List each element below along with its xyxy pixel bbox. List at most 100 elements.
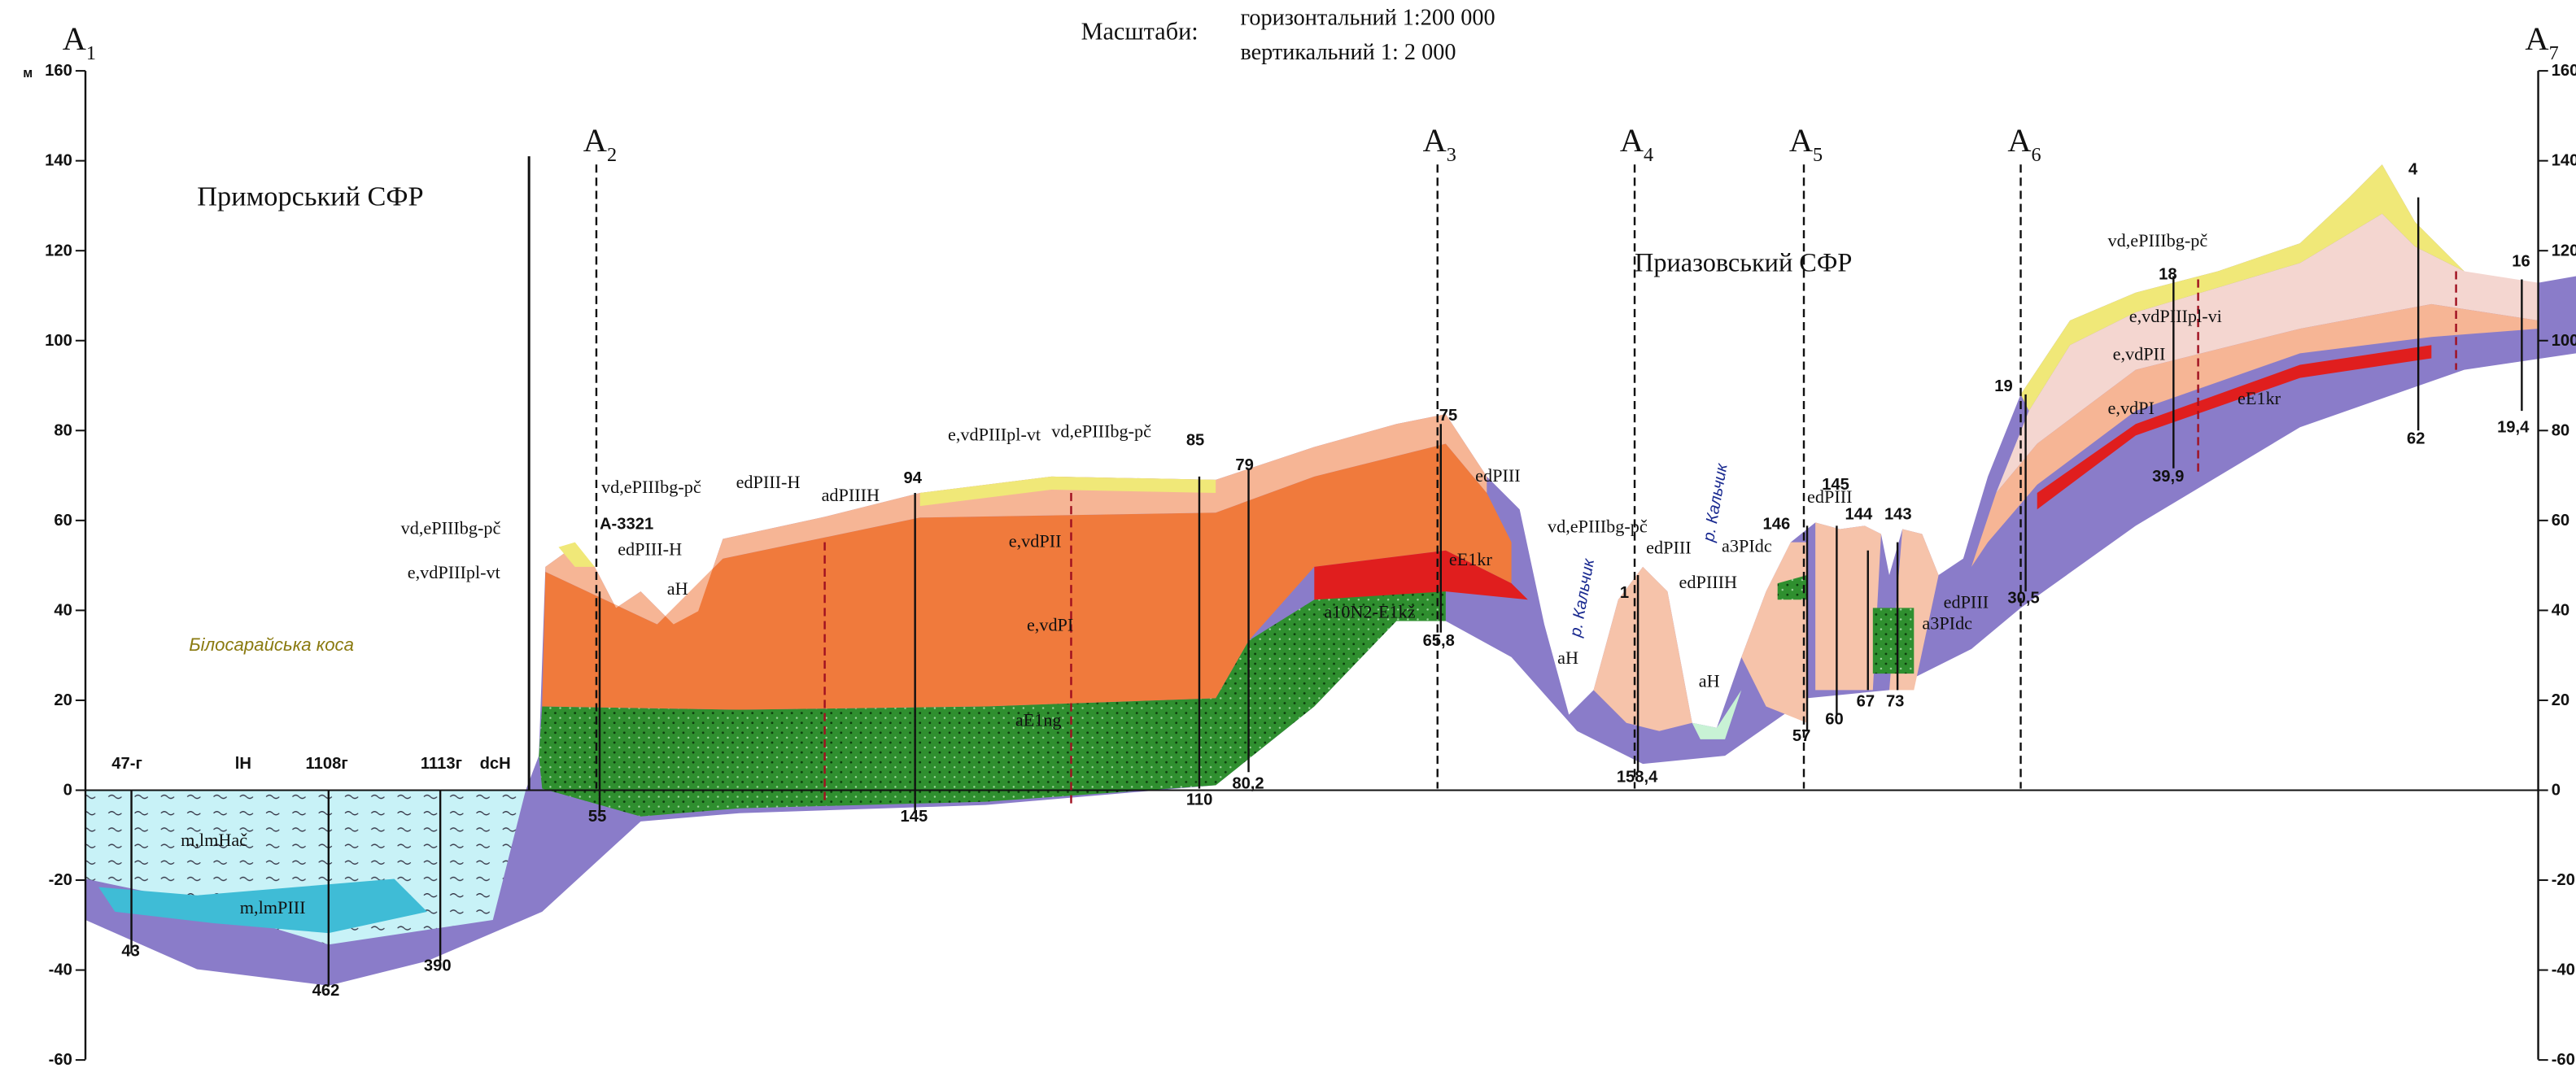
y-tick-label: 120 (2552, 242, 2576, 259)
unit-label: e,vdPIIIpl-vt (948, 424, 1041, 444)
region-label: Приазовський СФР (1635, 247, 1852, 277)
peach-layer (545, 414, 1487, 625)
loess-cap (558, 542, 595, 567)
borehole-label: 158,4 (1617, 768, 1658, 786)
peach-layer (1971, 303, 2539, 567)
y-tick-label: 100 (45, 332, 72, 350)
red-layer (1314, 550, 1528, 600)
section-point: A4 (1620, 122, 1653, 166)
y-tick-label: -20 (49, 871, 72, 889)
y-tick-label: -20 (2552, 871, 2575, 889)
borehole-label: 30,5 (2007, 589, 2039, 607)
borehole-label: 79 (1235, 456, 1253, 474)
section-index: 1 (86, 42, 96, 64)
borehole-label: 43 (121, 942, 139, 960)
unit-label: vd,ePIIIbg-pč (401, 518, 501, 538)
borehole-label: 144 (1845, 505, 1872, 523)
section-point: A3 (1423, 122, 1456, 166)
green-lens (1777, 574, 1808, 600)
scale-horizontal: горизонтальний 1:200 000 (1240, 6, 1495, 31)
borehole-label: 73 (1886, 693, 1904, 711)
borehole-label: 19 (1994, 377, 2012, 395)
unit-label: adPIIIH (822, 485, 880, 505)
y-tick-label: 0 (2552, 782, 2561, 800)
borehole-label: 19,4 (2497, 418, 2530, 436)
unit-label: a3PIdc (1922, 613, 1972, 634)
valley-fill (1692, 690, 1742, 739)
borehole-label: 94 (904, 469, 923, 487)
section-letter: A (63, 20, 86, 57)
borehole-label: 62 (2407, 429, 2425, 447)
section-point: A5 (1789, 122, 1823, 166)
river-label: р. Кальчик (1700, 461, 1731, 544)
section-point: A6 (2007, 122, 2041, 166)
section-index: 6 (2032, 144, 2041, 166)
peach-hill (1815, 522, 1881, 691)
layers (85, 164, 2576, 986)
unit-label: m,lmHač (181, 830, 247, 850)
y-tick-label: 80 (2552, 421, 2569, 439)
y-tick-label: 140 (2552, 152, 2576, 170)
section-letter: A (1423, 122, 1447, 159)
y-tick-label: 0 (63, 782, 72, 800)
unit-label: aH (1557, 647, 1578, 668)
y-tick-label: 100 (2552, 332, 2576, 350)
region-label: Приморський СФР (197, 181, 423, 212)
green-layer (539, 574, 1446, 817)
unit-label: e,vdPIIIpl-vi (2129, 306, 2222, 326)
y-tick-label: 20 (2552, 691, 2569, 709)
y-tick-label: 60 (2552, 512, 2569, 530)
borehole-label: 18 (2159, 266, 2177, 284)
unit-label: vd,ePIIIbg-pč (601, 477, 701, 497)
unit-label: e,vdPII (2113, 343, 2166, 364)
y-tick-label: 140 (45, 152, 72, 170)
section-point: A7 (2525, 20, 2558, 64)
borehole-label: A-3321 (600, 515, 653, 533)
unit-label: m,lmPIII (240, 897, 306, 918)
borehole-label: dcH (480, 755, 511, 773)
unit-label: e,vdPI (2108, 398, 2155, 418)
y-tick-label: 80 (54, 421, 72, 439)
green-lens (1872, 608, 1915, 674)
borehole-label: 65,8 (1423, 632, 1455, 650)
y-tick-label: -40 (49, 961, 72, 979)
borehole-label: 47-г (111, 755, 142, 773)
unit-label: a10N2-E1kž (1324, 601, 1415, 621)
section-index: 7 (2549, 42, 2559, 64)
section-letter: A (2525, 20, 2548, 57)
borehole-label: 39,9 (2152, 468, 2184, 486)
unit-label: edPIII (1646, 538, 1692, 558)
river-label: р. Кальчик (1566, 556, 1598, 639)
boreholes (130, 197, 2523, 986)
unit-label: edPIII-H (618, 539, 682, 560)
y-tick-label: -60 (2552, 1051, 2575, 1068)
borehole-label: lH (235, 755, 251, 773)
unit-label: eE1kr (1449, 549, 1493, 569)
section-letter: A (1620, 122, 1644, 159)
section-letter: A (1789, 122, 1813, 159)
borehole-label: 80,2 (1232, 774, 1264, 792)
y-tick-label: 160 (2552, 62, 2576, 80)
unit-label: edPIII (1475, 465, 1521, 486)
unit-label: edPIIIH (1679, 572, 1738, 592)
borehole-label: 75 (1439, 407, 1457, 425)
unit-label: e,vdPII (1009, 531, 1062, 551)
y-tick-label: -40 (2552, 961, 2575, 979)
orange-layer (542, 443, 1512, 710)
borehole-label: 85 (1186, 431, 1204, 449)
loess-cap (919, 476, 1216, 507)
y-tick-label: 120 (45, 242, 72, 259)
section-index: 3 (1447, 144, 1456, 166)
unit-label: edPIII-H (736, 472, 801, 492)
axis-unit: м (23, 66, 33, 81)
y-tick-label: 40 (54, 601, 72, 619)
borehole-label: 110 (1186, 791, 1213, 809)
borehole-label: 1 (1620, 584, 1629, 602)
unit-label: a3PIdc (1722, 536, 1772, 556)
unit-label: e,vdPI (1027, 615, 1073, 635)
unit-label: e,vdPIIIpl-vt (408, 562, 501, 582)
unit-label: eE1kr (2238, 388, 2281, 408)
unit-label: edPIII (1944, 591, 1989, 612)
borehole-label: 67 (1857, 693, 1875, 711)
